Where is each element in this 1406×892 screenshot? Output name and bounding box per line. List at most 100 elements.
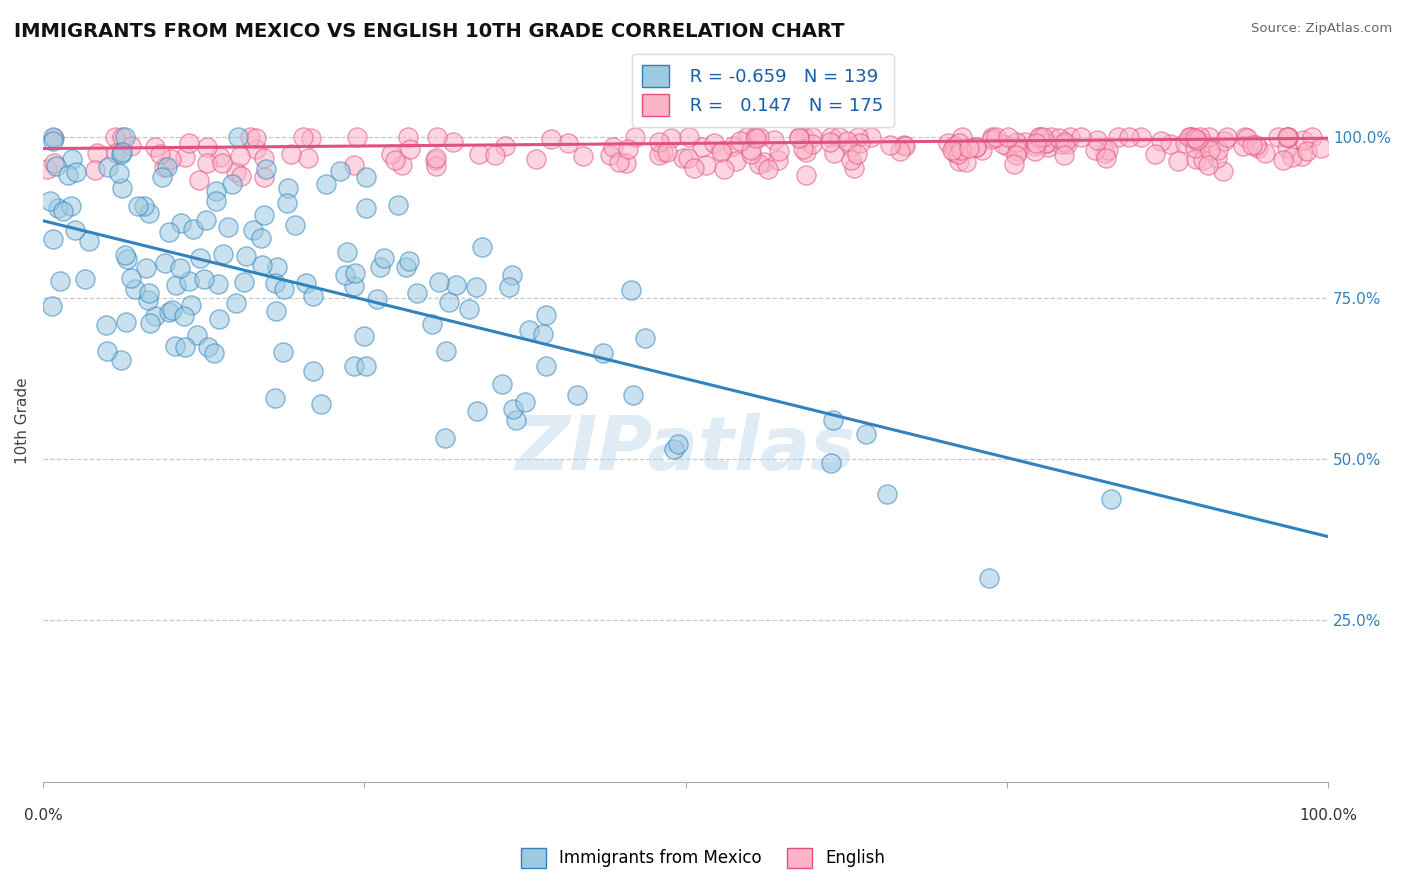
Point: [846, 130, 869, 145]
Point: [993, 136, 1015, 151]
Point: [1007, 144, 1029, 158]
Point: [42, 134, 65, 148]
Point: [657, 145, 679, 159]
Point: [354, 170, 377, 185]
Point: [1025, 136, 1047, 151]
Point: [104, 145, 127, 160]
Point: [292, 130, 315, 145]
Point: [138, 205, 160, 219]
Point: [828, 130, 851, 145]
Point: [344, 266, 367, 280]
Point: [1035, 136, 1057, 150]
Point: [58, 168, 80, 182]
Point: [502, 402, 524, 417]
Point: [44, 130, 66, 145]
Point: [1002, 157, 1025, 171]
Point: [762, 133, 785, 147]
Point: [1035, 136, 1057, 150]
Point: [252, 258, 274, 272]
Point: [1107, 130, 1129, 145]
Point: [571, 149, 593, 163]
Point: [373, 251, 395, 265]
Point: [1232, 139, 1254, 153]
Point: [938, 136, 960, 150]
Point: [1185, 133, 1208, 147]
Point: [343, 359, 366, 373]
Point: [299, 131, 322, 145]
Point: [145, 140, 167, 154]
Point: [1174, 136, 1197, 150]
Point: [787, 130, 810, 145]
Point: [823, 145, 845, 160]
Point: [396, 130, 419, 145]
Point: [768, 144, 790, 158]
Point: [599, 148, 621, 162]
Point: [820, 456, 842, 470]
Text: 0.0%: 0.0%: [24, 808, 63, 823]
Point: [207, 277, 229, 292]
Point: [1159, 137, 1181, 152]
Point: [1281, 150, 1303, 164]
Point: [465, 404, 488, 418]
Point: [143, 309, 166, 323]
Point: [821, 412, 844, 426]
Point: [39, 194, 62, 208]
Point: [110, 147, 132, 161]
Point: [1292, 133, 1315, 147]
Point: [710, 145, 733, 159]
Point: [1301, 130, 1323, 145]
Point: [607, 154, 630, 169]
Point: [444, 277, 467, 292]
Point: [434, 431, 457, 445]
Point: [434, 344, 457, 359]
Point: [965, 140, 987, 154]
Point: [540, 132, 562, 146]
Point: [1184, 141, 1206, 155]
Point: [235, 249, 257, 263]
Point: [94, 318, 117, 333]
Point: [114, 248, 136, 262]
Point: [366, 292, 388, 306]
Point: [1056, 136, 1078, 151]
Point: [114, 130, 136, 145]
Point: [950, 130, 973, 145]
Point: [1059, 130, 1081, 145]
Point: [1206, 143, 1229, 157]
Point: [315, 177, 337, 191]
Point: [384, 153, 406, 168]
Point: [46, 201, 69, 215]
Point: [1192, 136, 1215, 151]
Point: [302, 288, 325, 302]
Point: [893, 139, 915, 153]
Point: [620, 283, 643, 297]
Point: [621, 388, 644, 402]
Point: [197, 340, 219, 354]
Point: [441, 136, 464, 150]
Point: [221, 177, 243, 191]
Legend: Immigrants from Mexico, English: Immigrants from Mexico, English: [515, 841, 891, 875]
Point: [253, 151, 276, 165]
Point: [678, 130, 700, 145]
Point: [491, 377, 513, 392]
Point: [231, 169, 253, 183]
Point: [157, 305, 180, 319]
Point: [368, 260, 391, 274]
Point: [1189, 130, 1212, 145]
Point: [792, 142, 814, 156]
Text: Source: ZipAtlas.com: Source: ZipAtlas.com: [1251, 22, 1392, 36]
Point: [839, 140, 862, 154]
Point: [233, 275, 256, 289]
Point: [501, 268, 523, 282]
Text: 100.0%: 100.0%: [1299, 808, 1357, 823]
Point: [75, 272, 97, 286]
Point: [152, 160, 174, 174]
Point: [1097, 143, 1119, 157]
Point: [212, 247, 235, 261]
Point: [202, 345, 225, 359]
Point: [471, 240, 494, 254]
Point: [41, 130, 63, 145]
Point: [557, 136, 579, 150]
Point: [1028, 130, 1050, 145]
Point: [115, 252, 138, 267]
Point: [1206, 151, 1229, 165]
